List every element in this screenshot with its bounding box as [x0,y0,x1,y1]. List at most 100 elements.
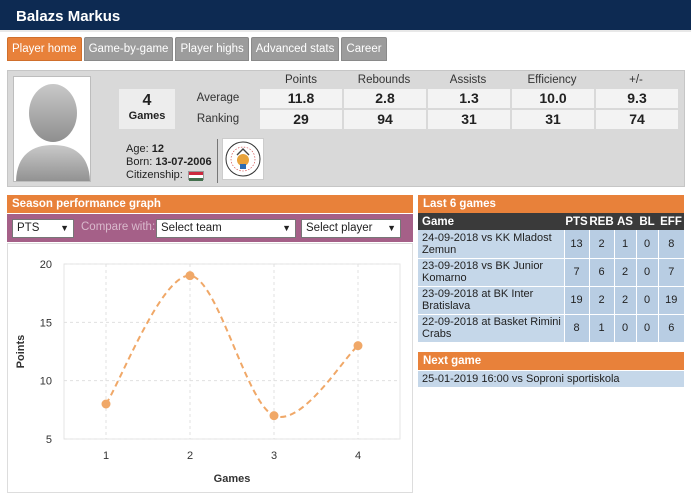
tab-advanced-stats[interactable]: Advanced stats [250,37,340,61]
season-graph-header: Season performance graph [7,195,413,213]
team-select-value: Select team [161,222,222,234]
x-tick-label: 3 [271,450,277,462]
club-crest-icon [225,141,261,177]
compare-label: Compare with: [81,221,156,233]
table-row: 23-09-2018 at BK Inter Bratislava 19 2 2… [418,286,684,315]
col-eff: EFF [658,213,684,230]
last-games-table: Game PTS REB AS BL EFF 24-09-2018 vs KK … [418,213,684,343]
reb-cell: 1 [588,314,614,343]
hungary-flag-icon [187,170,204,181]
col-bl: BL [636,213,658,230]
stat-select-value: PTS [17,222,40,234]
eff-cell: 6 [657,314,684,343]
col-rebounds: Rebounds [357,74,411,86]
table-row: 24-09-2018 vs KK Mladost Zemun 13 2 1 0 … [418,230,684,259]
bl-cell: 0 [635,286,658,315]
chevron-down-icon: ▼ [60,223,69,233]
x-tick-label: 2 [187,450,193,462]
player-select-value: Select player [306,222,373,234]
rank-points: 29 [260,110,342,129]
data-point [269,411,279,421]
club-divider [217,139,218,183]
as-cell: 1 [613,230,636,259]
tab-player-home[interactable]: Player home [7,37,82,61]
col-efficiency: Efficiency [527,74,577,86]
game-opponent: KK Mladost Zemun [422,231,552,256]
avg-points: 11.8 [260,89,342,108]
x-axis-label: Games [214,473,251,485]
rank-plus-minus: 74 [596,110,678,129]
y-tick-label: 10 [40,376,52,388]
avg-assists: 1.3 [428,89,510,108]
game-date: 23-09-2018 [422,288,479,300]
avg-plus-minus: 9.3 [596,89,678,108]
citizenship-label: Citizenship: [126,169,183,181]
ranking-label: Ranking [196,113,240,125]
plot-area [63,263,401,440]
x-tick-label: 1 [103,450,109,462]
pts-cell: 19 [563,286,589,315]
as-cell: 0 [613,314,636,343]
tab-career[interactable]: Career [341,37,387,61]
season-chart: 5 10 15 20 1 2 3 4 Games Points [7,243,413,493]
game-date: 24-09-2018 [422,231,479,244]
col-pts: PTS [564,213,589,230]
table-row: 23-09-2018 vs BK Junior Komarno 7 6 2 0 … [418,258,684,287]
game-cell[interactable]: 23-09-2018 at BK Inter Bratislava [418,286,564,315]
reb-cell: 6 [588,258,614,287]
tab-player-highs[interactable]: Player highs [175,37,249,61]
avg-efficiency: 10.0 [512,89,594,108]
data-point [353,341,363,351]
game-venue: at [481,288,491,300]
table-row: 22-09-2018 at Basket Rimini Crabs 8 1 0 … [418,314,684,343]
chevron-down-icon: ▼ [387,223,396,233]
game-opponent: Basket Rimini Crabs [422,316,561,340]
rank-efficiency: 31 [512,110,594,129]
tab-game-by-game[interactable]: Game-by-game [83,37,174,61]
x-tick-label: 4 [355,450,361,462]
points-line-chart: 5 10 15 20 1 2 3 4 Games Points [15,259,401,485]
next-game-opponent: Soproni sportiskola [525,373,620,385]
reb-cell: 2 [588,286,614,315]
game-cell[interactable]: 22-09-2018 at Basket Rimini Crabs [418,314,564,343]
game-cell[interactable]: 24-09-2018 vs KK Mladost Zemun [418,230,564,259]
pts-cell: 7 [563,258,589,287]
data-point [185,271,195,281]
pts-cell: 8 [563,314,589,343]
game-date: 22-09-2018 [422,316,479,328]
next-game-header: Next game [418,352,684,370]
col-plus-minus: +/- [629,74,643,86]
series-line [105,274,359,418]
game-venue: at [481,316,491,328]
bl-cell: 0 [635,258,658,287]
reb-cell: 2 [588,230,614,259]
stat-select[interactable]: PTS ▼ [12,219,74,238]
tab-bar: Player home Game-by-game Player highs Ad… [7,37,387,61]
born-label: Born: [126,156,153,168]
games-count-box: 4 Games [119,89,175,129]
next-game-datetime: 25-01-2019 16:00 [422,373,509,385]
eff-cell: 7 [657,258,684,287]
game-venue: vs [481,231,493,244]
team-select[interactable]: Select team ▼ [156,219,296,238]
pts-cell: 13 [563,230,589,259]
game-opponent: BK Inter Bratislava [422,288,534,312]
player-name: Balazs Markus [16,8,121,25]
y-tick-label: 5 [46,434,52,446]
average-label: Average [196,92,240,104]
next-game-row[interactable]: 25-01-2019 16:00 vs Soproni sportiskola [418,371,684,387]
last-games-header: Last 6 games [418,195,684,213]
col-points: Points [285,74,317,86]
y-axis-label: Points [15,335,27,369]
header-bar: Balazs Markus [0,0,691,32]
games-count: 4 [142,92,152,109]
col-as: AS [614,213,636,230]
player-select[interactable]: Select player ▼ [301,219,401,238]
bl-cell: 0 [635,230,658,259]
bl-cell: 0 [635,314,658,343]
chart-filter-bar: PTS ▼ Compare with: Select team ▼ Select… [7,214,413,242]
game-cell[interactable]: 23-09-2018 vs BK Junior Komarno [418,258,564,287]
club-logo[interactable] [222,138,264,180]
chevron-down-icon: ▼ [282,223,291,233]
born-value: 13-07-2006 [155,156,212,168]
